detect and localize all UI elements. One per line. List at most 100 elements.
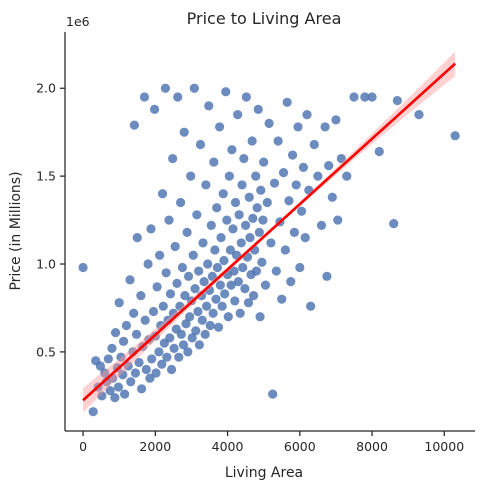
x-tick-label: 10000	[424, 439, 464, 454]
data-point	[170, 241, 180, 252]
data-point	[113, 382, 124, 392]
data-point	[88, 407, 98, 417]
data-point	[157, 189, 168, 199]
data-point	[121, 320, 132, 331]
data-point	[202, 301, 212, 311]
data-point	[200, 329, 210, 339]
data-point	[262, 197, 272, 208]
data-point	[235, 308, 245, 318]
data-point	[157, 359, 167, 369]
data-point	[162, 352, 172, 362]
data-point	[134, 357, 144, 368]
data-point	[141, 364, 151, 375]
data-point	[313, 171, 323, 181]
data-point	[107, 343, 117, 353]
data-point	[264, 118, 274, 129]
data-point	[118, 370, 128, 380]
data-point	[205, 320, 215, 331]
data-point	[154, 347, 164, 357]
data-point	[190, 284, 200, 294]
data-point	[244, 192, 254, 202]
regression-layer	[82, 62, 457, 402]
y-ticks: 0.5 1.0 1.5 2.0	[36, 81, 65, 359]
x-tick-label: 6000	[284, 439, 316, 454]
data-point	[177, 262, 188, 273]
data-point	[342, 171, 352, 181]
data-point	[158, 301, 168, 311]
data-point	[268, 389, 278, 399]
data-point	[136, 291, 146, 301]
regression-line	[82, 62, 457, 402]
data-point	[218, 189, 228, 199]
data-point	[219, 255, 229, 266]
data-point	[253, 104, 263, 114]
data-point	[239, 153, 249, 164]
data-point	[173, 92, 183, 102]
data-point	[110, 327, 121, 338]
data-point	[151, 368, 161, 378]
data-point	[152, 282, 162, 292]
data-point	[251, 171, 261, 181]
data-point	[225, 245, 236, 255]
data-point	[178, 340, 189, 350]
data-point	[212, 203, 222, 213]
data-point	[180, 291, 190, 301]
data-point	[139, 92, 150, 102]
data-point	[194, 340, 204, 350]
y-tick-label: 0.5	[36, 344, 56, 359]
data-point	[221, 87, 231, 97]
data-point	[238, 262, 248, 273]
data-point	[286, 276, 296, 287]
data-point	[132, 233, 142, 243]
data-point	[148, 306, 159, 317]
data-point	[291, 180, 301, 190]
data-point	[389, 218, 399, 229]
data-point	[143, 259, 153, 269]
data-point	[226, 280, 236, 290]
data-point	[331, 115, 341, 125]
data-point	[360, 92, 370, 102]
data-point	[233, 110, 243, 120]
x-tick-label: 2000	[139, 439, 171, 454]
data-point	[336, 153, 346, 164]
data-point	[207, 271, 217, 281]
points-layer	[78, 83, 460, 417]
data-point	[110, 393, 120, 403]
data-point	[191, 326, 201, 336]
data-point	[187, 333, 197, 343]
data-point	[140, 315, 150, 325]
data-point	[129, 308, 139, 318]
data-point	[176, 329, 186, 339]
data-point	[120, 389, 130, 399]
data-point	[237, 180, 247, 190]
data-point	[169, 343, 179, 353]
data-point	[189, 83, 199, 93]
data-point	[215, 122, 225, 132]
data-point	[220, 289, 230, 299]
data-point	[349, 92, 359, 102]
data-point	[236, 238, 246, 248]
data-point	[255, 312, 265, 322]
data-point	[450, 131, 460, 141]
data-point	[278, 168, 289, 178]
data-point	[149, 104, 160, 114]
data-point	[230, 296, 240, 306]
data-point	[125, 275, 135, 285]
data-point	[183, 271, 194, 281]
data-point	[114, 298, 124, 308]
y-tick-label: 2.0	[36, 81, 56, 96]
data-point	[293, 122, 303, 132]
data-point	[168, 153, 178, 164]
data-point	[186, 171, 196, 181]
data-point	[302, 110, 312, 120]
data-point	[193, 306, 203, 317]
data-point	[146, 224, 156, 234]
data-point	[269, 178, 280, 188]
data-point	[297, 206, 307, 216]
data-point	[175, 301, 185, 311]
data-point	[211, 294, 221, 304]
data-point	[280, 245, 290, 255]
x-tick-label: 0	[79, 439, 87, 454]
data-point	[271, 266, 281, 276]
